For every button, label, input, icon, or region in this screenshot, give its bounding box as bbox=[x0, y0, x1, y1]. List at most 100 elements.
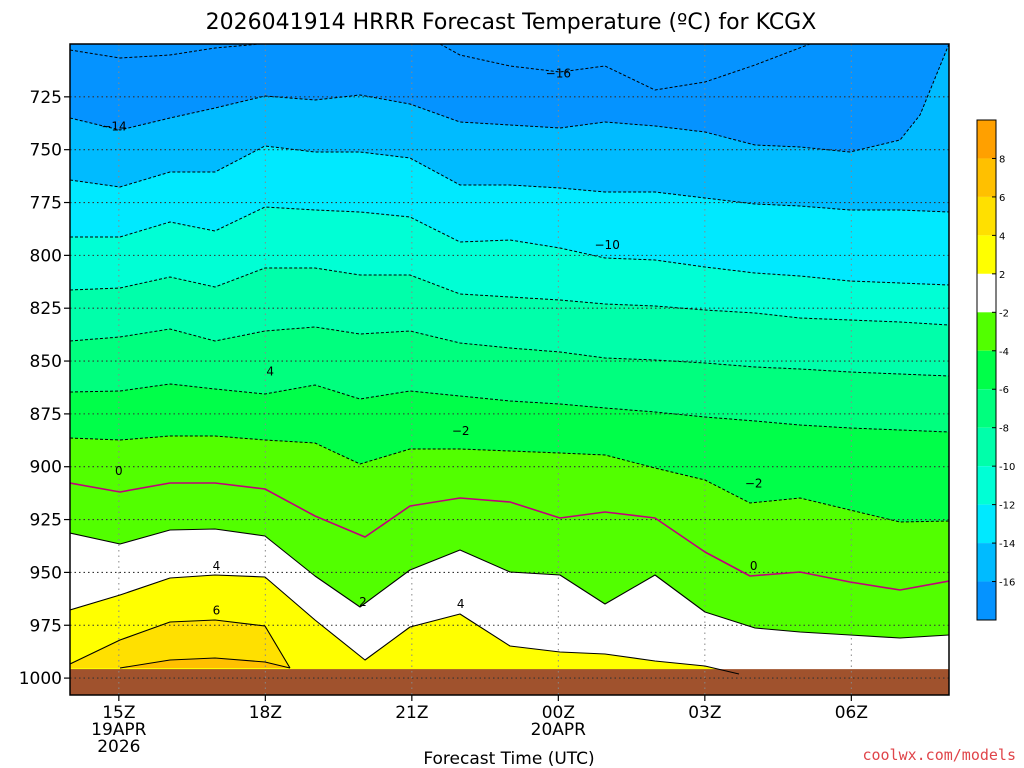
x-tick-label: 21Z bbox=[395, 703, 428, 723]
contour-label-text: −2 bbox=[745, 477, 763, 491]
y-tick-label: 800 bbox=[30, 246, 62, 266]
colorbar-label: 2 bbox=[999, 270, 1005, 281]
contour-label: 4 bbox=[266, 365, 274, 379]
colorbar-swatch bbox=[977, 158, 996, 197]
contour-label: 0 bbox=[115, 464, 123, 478]
colorbar-label: -8 bbox=[999, 424, 1009, 435]
colorbar-swatch bbox=[977, 581, 996, 620]
contour-minus-14 bbox=[70, 44, 949, 153]
y-tick-label: 1000 bbox=[19, 669, 62, 689]
contour-label: 0 bbox=[750, 559, 758, 573]
colorbar-label: -16 bbox=[999, 578, 1015, 589]
y-tick-label: 975 bbox=[30, 616, 62, 636]
colorbar-label: -10 bbox=[999, 462, 1015, 473]
contour-label-text: 4 bbox=[213, 559, 221, 573]
contour-label: −14 bbox=[101, 119, 126, 133]
y-tick-label: 900 bbox=[30, 458, 62, 478]
y-axis-pressure: 725 750 775 800 825 850 875 900 925 950 975 1000 bbox=[19, 88, 70, 689]
colorbar-swatch bbox=[977, 120, 996, 159]
colorbar-swatch bbox=[977, 196, 996, 236]
colorbar-label: -6 bbox=[999, 385, 1009, 396]
colorbar-swatch bbox=[977, 312, 996, 351]
x-tick-label: 18Z bbox=[249, 703, 282, 723]
contour-label: 6 bbox=[213, 603, 221, 617]
colorbar-swatch bbox=[977, 543, 996, 582]
y-tick-label: 750 bbox=[30, 141, 62, 161]
x-axis-label: Forecast Time (UTC) bbox=[423, 749, 594, 768]
chart-title: 2026041914 HRRR Forecast Temperature (ºC… bbox=[206, 10, 817, 35]
colorbar-label: -12 bbox=[999, 501, 1015, 512]
x-tick-label: 20APR bbox=[531, 720, 587, 740]
x-tick-label: 00Z bbox=[542, 703, 575, 723]
contour-label-text: 0 bbox=[750, 559, 758, 573]
y-tick-label: 775 bbox=[30, 194, 62, 214]
colorbar-label: -4 bbox=[999, 347, 1009, 358]
plot-area: −16 −14 −10 4 −2 0 −2 0 4 2 6 4 bbox=[70, 44, 949, 695]
colorbar-swatch bbox=[977, 504, 996, 544]
colorbar-swatch bbox=[977, 350, 996, 390]
x-tick-label: 2026 bbox=[97, 737, 140, 757]
y-tick-label: 825 bbox=[30, 299, 62, 319]
contour-labels: −16 −14 −10 4 −2 0 −2 0 4 2 6 4 bbox=[101, 67, 762, 618]
contour-label-text: −2 bbox=[452, 424, 470, 438]
contour-minus-6 bbox=[70, 326, 949, 377]
x-tick-label: 19APR bbox=[91, 720, 147, 740]
contour-label-text: −10 bbox=[595, 238, 620, 252]
contour-zero bbox=[70, 482, 949, 591]
contour-minus-4 bbox=[70, 383, 949, 433]
y-tick-label: 850 bbox=[30, 352, 62, 372]
colorbar-label: 6 bbox=[999, 193, 1005, 204]
contour-label: 4 bbox=[457, 597, 465, 611]
contour-minus-2 bbox=[70, 435, 949, 523]
colorbar-label: 4 bbox=[999, 231, 1005, 242]
colorbar-swatch bbox=[977, 389, 996, 428]
contour-label: −10 bbox=[595, 238, 620, 252]
contour-4 bbox=[70, 574, 740, 675]
colorbar-swatch bbox=[977, 235, 996, 274]
y-tick-label: 725 bbox=[30, 88, 62, 108]
contour-label-text: −14 bbox=[101, 119, 126, 133]
contour-label: −2 bbox=[452, 424, 470, 438]
contour-label-text: 0 bbox=[115, 464, 123, 478]
colorbar-frame bbox=[976, 119, 997, 621]
ground-fill bbox=[70, 669, 949, 695]
contour-label: −2 bbox=[745, 477, 763, 491]
y-tick-label: 950 bbox=[30, 563, 62, 583]
colorbar-label: 8 bbox=[999, 154, 1005, 165]
contour-8 bbox=[119, 657, 291, 669]
contour-2 bbox=[70, 528, 949, 639]
contour-label-text: 4 bbox=[266, 365, 274, 379]
y-tick-label: 925 bbox=[30, 511, 62, 531]
colorbar-swatch bbox=[977, 466, 996, 505]
x-tick-label: 03Z bbox=[688, 703, 721, 723]
contour-label-text: 4 bbox=[457, 597, 465, 611]
contour-6 bbox=[70, 619, 291, 669]
contour-minus-8 bbox=[70, 267, 949, 326]
reference-gridlines bbox=[70, 44, 949, 695]
contour-label-text: 6 bbox=[213, 603, 221, 617]
ground-below-surface bbox=[70, 669, 949, 695]
colorbar-legend: 8 6 4 2 -2 -4 -6 -8 -10 -12 -14 -16 bbox=[976, 119, 1015, 621]
y-tick-label: 875 bbox=[30, 405, 62, 425]
x-tick-label: 06Z bbox=[835, 703, 868, 723]
contour-label-text: −16 bbox=[546, 67, 571, 81]
filled-temperature-bands bbox=[70, 44, 949, 695]
colorbar-label: -2 bbox=[999, 308, 1009, 319]
band-4-to-6 bbox=[70, 620, 290, 668]
contour-minus-16 bbox=[70, 44, 811, 91]
contour-label: 4 bbox=[213, 559, 221, 573]
colorbar-swatch bbox=[977, 427, 996, 467]
contour-label: 2 bbox=[359, 595, 367, 609]
band-6-to-8 bbox=[120, 658, 290, 668]
colorbar-label: -14 bbox=[999, 539, 1015, 550]
contour-minus-12 bbox=[70, 145, 949, 213]
credit-text: coolwx.com/models bbox=[862, 746, 1016, 764]
contour-lines bbox=[70, 44, 949, 675]
contour-label-text: 2 bbox=[359, 595, 367, 609]
plot-frame bbox=[69, 43, 950, 696]
colorbar-swatch bbox=[977, 273, 996, 313]
contour-minus-10 bbox=[70, 206, 949, 286]
contour-label: −16 bbox=[546, 67, 571, 81]
